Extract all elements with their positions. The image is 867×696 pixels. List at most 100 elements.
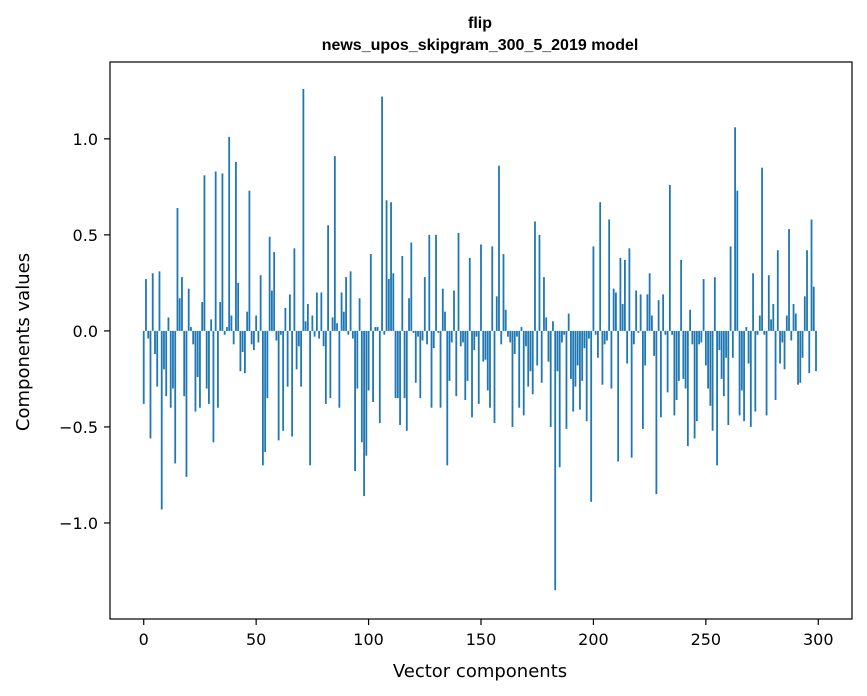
bar [574,330,577,387]
bar [142,330,145,404]
bar [428,234,431,331]
bar [259,275,262,331]
bar [588,330,590,339]
bar [522,330,525,416]
bar [619,257,622,331]
bar [253,330,255,351]
bar [201,302,204,331]
bar [666,330,669,393]
bar [441,288,444,331]
bar [606,330,608,341]
bar [486,330,489,391]
bar [637,330,640,333]
bar [437,330,440,333]
bar [266,330,269,399]
bar [772,304,775,331]
bar [572,330,575,412]
bar [594,330,597,335]
bar [435,234,437,331]
bar [592,246,595,331]
bar [545,317,548,331]
bar [320,292,323,331]
bar [781,330,784,343]
bar [154,330,156,354]
bar [160,330,163,510]
bar [752,273,754,331]
bar [516,330,518,337]
bar [417,330,419,337]
bar [192,330,195,345]
bar [803,296,806,331]
bar [799,330,802,383]
bar [756,330,759,335]
bar [745,327,748,331]
bar [626,330,629,364]
bar [255,315,258,331]
bar [181,277,183,331]
bar [408,298,410,331]
bar [644,330,647,366]
bar [158,271,161,331]
bar [419,330,422,399]
bar [322,330,325,347]
y-tick-label: −0.5 [59,418,98,437]
bar [765,330,768,416]
bar [300,330,303,387]
bar [291,330,294,437]
bar [156,330,159,387]
bar [686,330,689,447]
bar [630,330,633,458]
bar [367,330,370,391]
bar [457,232,460,331]
bar [313,330,316,337]
bar [480,244,482,331]
bar [365,330,368,456]
bar [423,277,426,331]
x-tick-label: 150 [466,630,497,649]
bar [650,315,653,331]
bar [493,330,496,424]
bar [358,298,361,331]
bar [199,330,201,408]
bar [547,330,550,362]
bar [554,330,557,591]
bar [208,330,210,404]
bar [297,330,300,347]
bar [446,330,449,466]
bar [707,330,709,389]
bar [390,202,392,331]
bar [504,309,507,331]
bar [412,330,415,333]
bar [540,330,543,383]
y-axis: −1.0 −0.5 0.0 0.5 1.0 [59,130,110,533]
bar [288,294,291,331]
bar [244,330,246,374]
bar [738,330,741,416]
bar [747,330,750,364]
bar [734,127,736,331]
bar [475,330,478,337]
bar [668,184,671,331]
bar [284,307,287,331]
bar [421,330,424,341]
bar [743,330,745,422]
bar [453,290,455,331]
bar [250,330,253,345]
bar [691,330,694,345]
bar [462,330,464,343]
bar [608,219,611,331]
bar [237,282,240,331]
bar [444,311,446,331]
bar [736,190,739,331]
bar [675,330,678,401]
bar [612,288,615,331]
bar [264,330,267,452]
bar [770,319,772,331]
bar [659,330,662,418]
bar [711,330,714,431]
bar [570,330,572,379]
bar [529,330,532,372]
bar [731,330,734,358]
bar [396,330,399,399]
bar [426,330,428,345]
